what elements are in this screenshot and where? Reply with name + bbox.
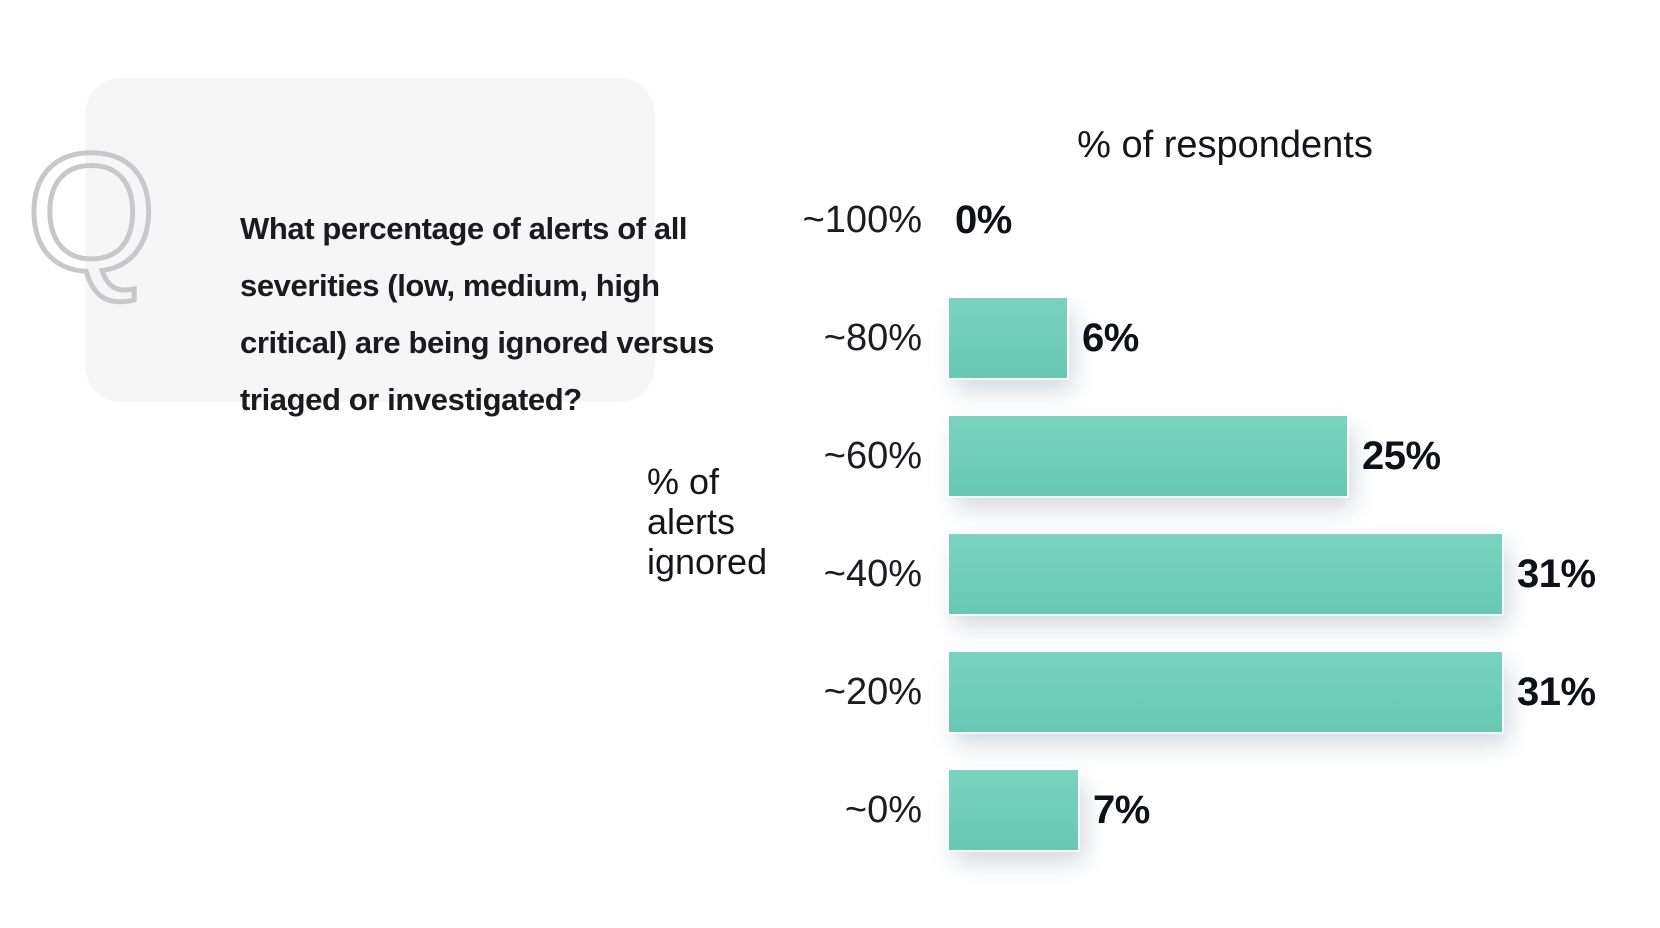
question-text: What percentage of alerts of all severiti… <box>240 200 720 428</box>
category-tick-label: ~20% <box>823 670 922 713</box>
value-label: 0% <box>955 197 1012 242</box>
chart-row: ~40% 31% <box>0 534 1660 614</box>
question-icon: Q <box>24 118 160 306</box>
value-label: 6% <box>1082 315 1139 360</box>
chart-row: ~0% 7% <box>0 770 1660 850</box>
value-label: 7% <box>1093 787 1150 832</box>
category-tick-label: ~40% <box>823 552 922 595</box>
y-axis-label-line: ignored <box>647 541 768 582</box>
chart-row: ~20% 31% <box>0 652 1660 732</box>
y-axis-label: % of alerts ignored <box>647 462 827 582</box>
category-tick-label: ~100% <box>802 198 922 241</box>
question-line: triaged or investigated? <box>240 382 582 417</box>
category-tick-label: ~60% <box>823 434 922 477</box>
y-axis-label-line: alerts <box>647 501 736 542</box>
category-tick-label: ~0% <box>844 788 922 831</box>
bar <box>949 298 1067 378</box>
value-label: 31% <box>1517 551 1596 596</box>
question-card: What percentage of alerts of all severiti… <box>85 78 714 417</box>
y-axis-label-line: % of <box>647 461 720 502</box>
chart-title: % of respondents <box>1077 124 1373 166</box>
chart-row: ~100% 0% <box>0 180 1660 260</box>
chart-row: ~60% 25% <box>0 416 1660 496</box>
question-line: What percentage of alerts of all <box>240 211 688 246</box>
bar <box>949 534 1502 614</box>
category-tick-label: ~80% <box>823 316 922 359</box>
bar <box>949 416 1347 496</box>
question-line: critical) are being ignored versus <box>240 325 714 360</box>
bar <box>949 652 1502 732</box>
bar <box>949 770 1078 850</box>
chart-row: ~80% 6% <box>0 298 1660 378</box>
question-line: severities (low, medium, high <box>240 268 660 303</box>
value-label: 31% <box>1517 669 1596 714</box>
value-label: 25% <box>1362 433 1441 478</box>
